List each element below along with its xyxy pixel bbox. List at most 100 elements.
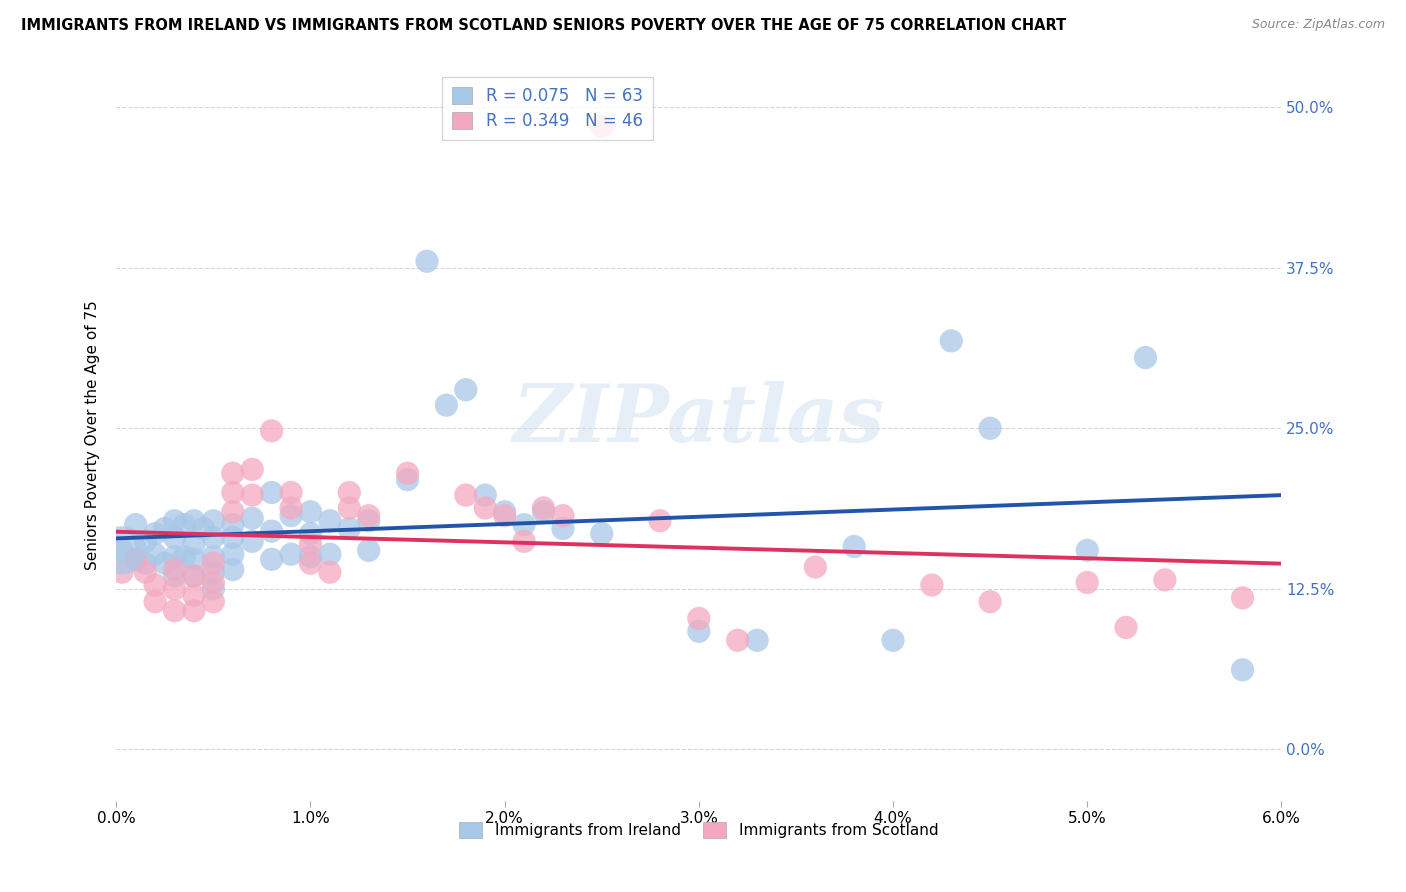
Point bbox=[183, 514, 205, 528]
Point bbox=[280, 500, 302, 515]
Point bbox=[513, 534, 536, 549]
Point bbox=[591, 526, 613, 541]
Point bbox=[688, 624, 710, 639]
Point bbox=[183, 569, 205, 583]
Point bbox=[163, 531, 186, 545]
Point bbox=[299, 556, 322, 570]
Point bbox=[163, 549, 186, 564]
Point bbox=[804, 560, 827, 574]
Point bbox=[143, 547, 166, 561]
Point bbox=[202, 595, 225, 609]
Point bbox=[357, 514, 380, 528]
Point bbox=[474, 488, 496, 502]
Point bbox=[357, 508, 380, 523]
Point bbox=[727, 633, 749, 648]
Point bbox=[299, 537, 322, 551]
Point bbox=[202, 549, 225, 564]
Point bbox=[280, 547, 302, 561]
Point bbox=[153, 556, 176, 570]
Point bbox=[979, 595, 1001, 609]
Point bbox=[134, 565, 156, 579]
Point bbox=[299, 526, 322, 541]
Point bbox=[183, 588, 205, 602]
Point bbox=[551, 521, 574, 535]
Y-axis label: Seniors Poverty Over the Age of 75: Seniors Poverty Over the Age of 75 bbox=[86, 300, 100, 570]
Point bbox=[260, 485, 283, 500]
Point bbox=[494, 505, 516, 519]
Point bbox=[434, 398, 457, 412]
Point bbox=[111, 565, 134, 579]
Point bbox=[357, 543, 380, 558]
Point bbox=[153, 521, 176, 535]
Point bbox=[745, 633, 768, 648]
Point bbox=[163, 514, 186, 528]
Point bbox=[143, 526, 166, 541]
Point bbox=[260, 552, 283, 566]
Point bbox=[222, 467, 245, 481]
Point bbox=[202, 582, 225, 596]
Point bbox=[882, 633, 904, 648]
Point bbox=[260, 424, 283, 438]
Point bbox=[591, 120, 613, 134]
Point bbox=[280, 485, 302, 500]
Point bbox=[202, 575, 225, 590]
Point bbox=[319, 565, 342, 579]
Point bbox=[1115, 620, 1137, 634]
Point bbox=[513, 517, 536, 532]
Point bbox=[163, 569, 186, 583]
Point bbox=[134, 556, 156, 570]
Text: Source: ZipAtlas.com: Source: ZipAtlas.com bbox=[1251, 18, 1385, 31]
Point bbox=[844, 540, 866, 554]
Point bbox=[193, 521, 215, 535]
Point bbox=[1135, 351, 1157, 365]
Point bbox=[111, 543, 134, 558]
Point bbox=[222, 563, 245, 577]
Point bbox=[143, 595, 166, 609]
Point bbox=[494, 508, 516, 523]
Point bbox=[173, 549, 195, 564]
Point bbox=[474, 500, 496, 515]
Point bbox=[163, 604, 186, 618]
Point bbox=[1232, 663, 1254, 677]
Point bbox=[163, 582, 186, 596]
Point bbox=[125, 552, 148, 566]
Point bbox=[111, 543, 134, 558]
Point bbox=[240, 511, 263, 525]
Point bbox=[222, 485, 245, 500]
Point bbox=[183, 537, 205, 551]
Point bbox=[319, 547, 342, 561]
Point bbox=[222, 517, 245, 532]
Point bbox=[202, 514, 225, 528]
Point bbox=[299, 505, 322, 519]
Point bbox=[183, 569, 205, 583]
Point bbox=[396, 473, 419, 487]
Point bbox=[183, 604, 205, 618]
Point bbox=[533, 505, 555, 519]
Point bbox=[173, 517, 195, 532]
Text: ZIPatlas: ZIPatlas bbox=[513, 381, 884, 458]
Point bbox=[337, 521, 360, 535]
Point bbox=[454, 488, 477, 502]
Point bbox=[319, 514, 342, 528]
Point bbox=[202, 565, 225, 579]
Point bbox=[396, 467, 419, 481]
Point bbox=[202, 531, 225, 545]
Point bbox=[337, 485, 360, 500]
Point bbox=[688, 611, 710, 625]
Point bbox=[143, 578, 166, 592]
Point bbox=[134, 534, 156, 549]
Point bbox=[222, 505, 245, 519]
Point bbox=[921, 578, 943, 592]
Point bbox=[260, 524, 283, 538]
Point bbox=[240, 488, 263, 502]
Point bbox=[125, 517, 148, 532]
Point bbox=[222, 547, 245, 561]
Point bbox=[533, 500, 555, 515]
Point bbox=[240, 534, 263, 549]
Point bbox=[240, 462, 263, 476]
Point bbox=[222, 531, 245, 545]
Point bbox=[979, 421, 1001, 435]
Point bbox=[1076, 575, 1098, 590]
Point bbox=[1154, 573, 1177, 587]
Legend: Immigrants from Ireland, Immigrants from Scotland: Immigrants from Ireland, Immigrants from… bbox=[453, 816, 945, 845]
